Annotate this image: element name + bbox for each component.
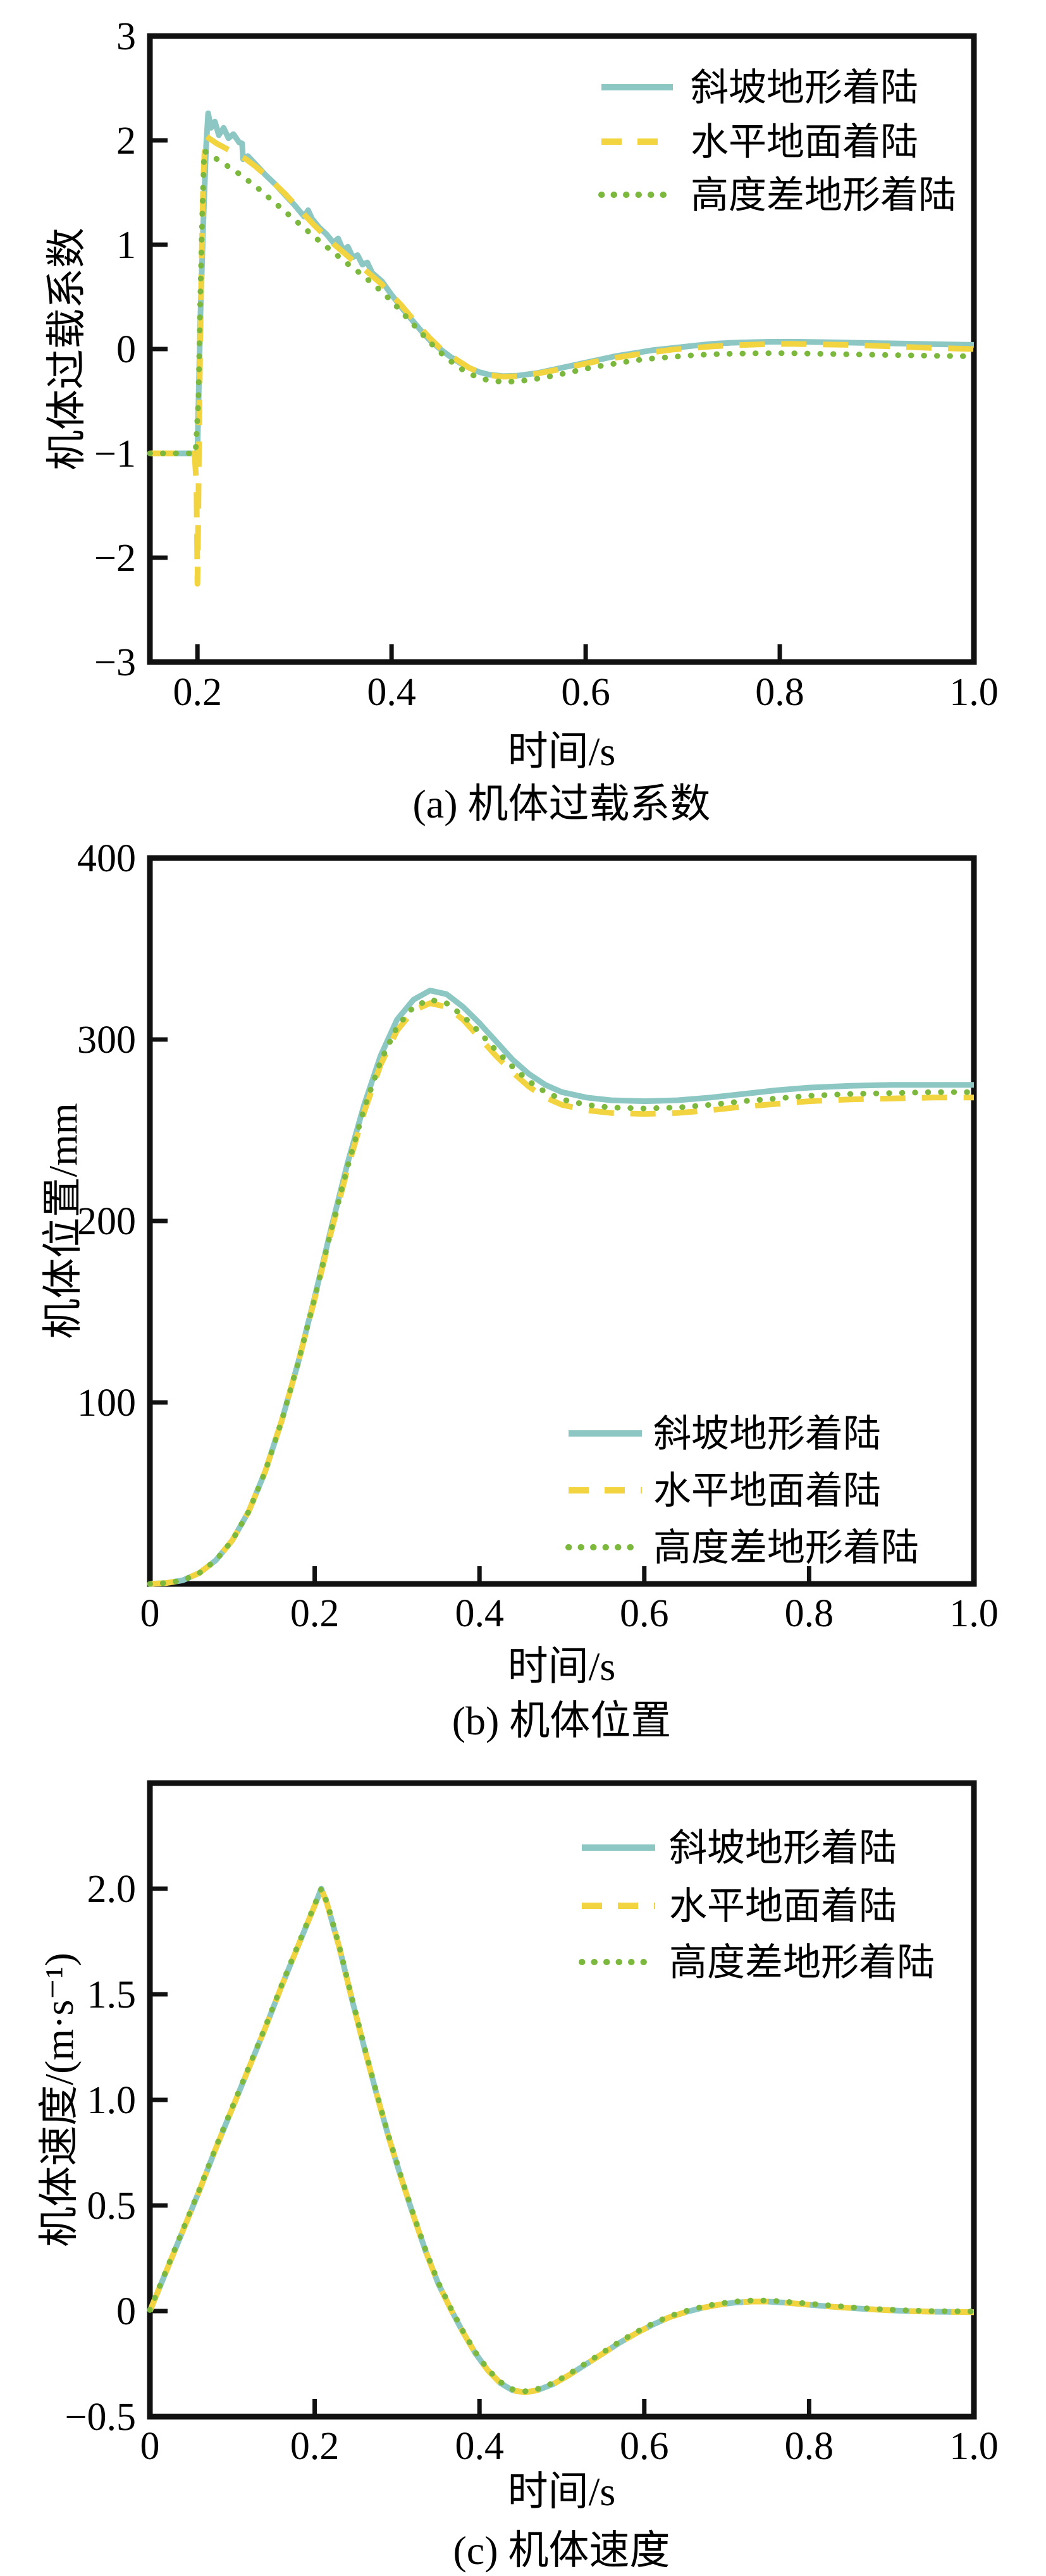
x-tick-label: 1.0 — [949, 1592, 999, 1635]
x-tick-label: 0.2 — [290, 1592, 340, 1635]
chart-a-body-overload-coefficient: 0.2 0.4 0.6 0.8 1.0 −3 −2 −1 0 1 2 3 斜坡地形着陆 水平地面着陆 高度差… — [0, 0, 1046, 828]
series-dashed-curve — [149, 1000, 974, 1587]
y-tick-label: 2.0 — [87, 1868, 137, 1911]
y-tick-label: −2 — [94, 537, 136, 580]
x-tick-label: 0.6 — [620, 2425, 669, 2468]
legend-label: 斜坡地形着陆 — [669, 1827, 897, 1869]
chart-c-x-axis-title: 时间/s — [507, 2469, 616, 2514]
chart-b-plot-area: 0 0.2 0.4 0.6 0.8 1.0 100 200 300 400 斜坡地形着陆水平地面着陆… — [77, 837, 999, 1635]
legend-label: 水平地面着陆 — [653, 1470, 881, 1512]
y-tick-label: 100 — [77, 1382, 136, 1425]
legend-label: 斜坡地形着陆 — [653, 1413, 881, 1455]
x-tick-label: 0.2 — [290, 2425, 340, 2468]
y-tick-label: 0 — [116, 2290, 136, 2333]
series-dotted-curve — [147, 997, 977, 1587]
y-tick-label: 1.0 — [87, 2079, 137, 2122]
x-tick-label: 0.4 — [367, 671, 416, 714]
chart-b-x-axis-title: 时间/s — [507, 1644, 616, 1689]
x-tick-label: 0.2 — [173, 671, 222, 714]
series-solid-curve — [150, 110, 975, 457]
y-tick-label: −3 — [94, 641, 136, 684]
x-tick-label: 0.4 — [455, 1592, 504, 1635]
x-tick-label: 0.6 — [561, 671, 610, 714]
y-tick-label: 400 — [77, 837, 136, 880]
chart-b-y-axis-title: 机体位置/mm — [40, 1103, 85, 1339]
x-tick-label: 0 — [140, 1592, 160, 1635]
legend-label: 水平地面着陆 — [669, 1886, 897, 1927]
y-tick-label: −1 — [94, 432, 136, 475]
x-tick-label: 0.8 — [785, 1592, 834, 1635]
y-tick-label: 2 — [116, 120, 136, 163]
x-tick-label: 1.0 — [949, 671, 999, 714]
y-tick-label: 200 — [77, 1200, 136, 1243]
chart-a-caption: (a) 机体过载系数 — [412, 782, 711, 826]
y-tick-label: 1.5 — [87, 1973, 137, 2016]
chart-a-x-axis-title: 时间/s — [507, 729, 616, 774]
y-tick-label: 1 — [116, 224, 136, 267]
chart-c-plot-area: 0 0.2 0.4 0.6 0.8 1.0−0.500.51.01.52.0斜坡地形着陆水… — [65, 1780, 999, 2468]
series-dashed-curve — [147, 1886, 975, 2396]
plot-border — [147, 1780, 977, 2420]
x-tick-label: 0 — [140, 2425, 160, 2468]
x-tick-label: 0.6 — [620, 1592, 669, 1635]
legend-label: 高度差地形着陆 — [669, 1942, 935, 1984]
y-tick-label: 3 — [116, 15, 136, 58]
legend-label: 斜坡地形着陆 — [691, 67, 918, 109]
chart-b-caption: (b) 机体位置 — [452, 1698, 672, 1743]
chart-c-caption: (c) 机体速度 — [453, 2528, 670, 2573]
legend-label: 水平地面着陆 — [691, 121, 918, 163]
x-tick-label: 0.8 — [785, 2425, 834, 2468]
y-tick-label: 0 — [116, 328, 136, 371]
legend-label: 高度差地形着陆 — [653, 1527, 919, 1569]
chart-c-y-axis-title: 机体速度/(m·s⁻¹) — [37, 1953, 82, 2247]
series-dashed-curve — [150, 132, 975, 587]
x-tick-label: 1.0 — [949, 2425, 999, 2468]
series-dotted-curve — [147, 148, 977, 457]
legend-label: 高度差地形着陆 — [691, 175, 956, 216]
y-tick-label: 0.5 — [87, 2185, 137, 2228]
y-tick-label: 300 — [77, 1019, 136, 1062]
x-tick-label: 0.8 — [755, 671, 804, 714]
chart-c-body-velocity: 0 0.2 0.4 0.6 0.8 1.0 −0.5 0 0.5 1.0 1.5 2.0 斜坡地形着陆水… — [0, 1745, 1046, 2573]
y-tick-label: −0.5 — [65, 2396, 136, 2439]
chart-a-y-axis-title: 机体过载系数 — [44, 228, 89, 470]
series-dotted-curve — [147, 1886, 977, 2395]
chart-a-plot-area: 0.2 0.4 0.6 0.8 1.0 −3 −2 −1 0 1 2 3 斜坡地形着陆水平地面着陆高度差… — [94, 15, 999, 714]
x-tick-label: 0.4 — [455, 2425, 504, 2468]
chart-b-body-position: 0 0.2 0.4 0.6 0.8 1.0 100 200 300 400 斜坡地形着陆 水平地面着陆… — [0, 828, 1046, 1745]
